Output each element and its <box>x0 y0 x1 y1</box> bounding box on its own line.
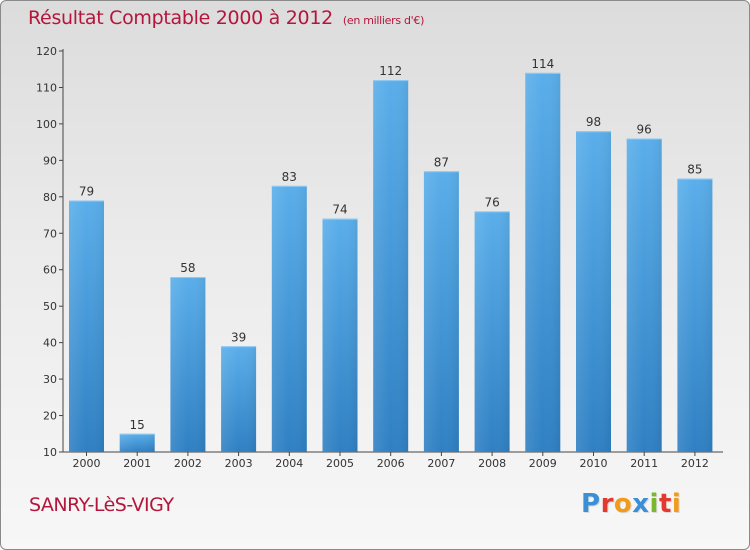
bar-shine <box>474 211 510 452</box>
logo-letter: i <box>671 489 682 519</box>
y-tick-label: 40 <box>43 337 57 350</box>
x-tick-label: 2001 <box>123 457 151 470</box>
bar-value-label: 85 <box>687 163 702 177</box>
bar-value-label: 87 <box>434 155 449 169</box>
bar-shine <box>677 178 713 452</box>
bar-shine <box>221 346 257 452</box>
logo-letter: x <box>632 489 650 519</box>
bar-shine <box>626 138 662 452</box>
x-tick-label: 2011 <box>630 457 658 470</box>
logo-letter: i <box>649 489 659 519</box>
chart-title: Résultat Comptable 2000 à 2012 (en millie… <box>28 7 424 29</box>
bar-shine <box>271 185 307 452</box>
logo-letter: r <box>600 489 614 519</box>
bar-value-label: 76 <box>484 195 499 209</box>
logo-letter: t <box>658 489 672 519</box>
y-tick-label: 60 <box>43 264 57 277</box>
y-tick-label: 50 <box>43 300 57 313</box>
bar-value-label: 83 <box>282 170 297 184</box>
y-tick-label: 80 <box>43 191 57 204</box>
bar-shine <box>119 433 155 452</box>
x-tick-label: 2007 <box>427 457 455 470</box>
bar-value-label: 98 <box>586 115 601 129</box>
x-tick-label: 2008 <box>478 457 506 470</box>
y-tick-label: 110 <box>36 81 57 94</box>
chart-subtitle: (en milliers d'€) <box>342 14 425 27</box>
bar-value-label: 39 <box>231 330 246 344</box>
x-tick-label: 2009 <box>529 457 557 470</box>
y-tick-label: 70 <box>43 227 57 240</box>
bar-shine <box>170 277 206 452</box>
bar-shine <box>525 72 561 452</box>
bar-value-label: 114 <box>531 57 554 71</box>
y-tick-label: 10 <box>43 446 57 459</box>
x-tick-label: 2004 <box>275 457 303 470</box>
bar-shine <box>373 80 409 452</box>
x-tick-label: 2003 <box>225 457 253 470</box>
logo-letter: P <box>581 489 601 519</box>
logo-letter: o <box>613 489 633 519</box>
bar-value-label: 58 <box>180 261 195 275</box>
y-tick-label: 100 <box>36 118 57 131</box>
x-tick-label: 2005 <box>326 457 354 470</box>
bar-shine <box>423 171 459 453</box>
bar-value-label: 112 <box>379 64 402 78</box>
bar-shine <box>576 131 611 452</box>
y-tick-label: 90 <box>43 154 57 167</box>
town-name: SANRY-LèS-VIGY <box>29 494 174 516</box>
chart-title-text: Résultat Comptable 2000 à 2012 <box>28 7 333 29</box>
x-tick-label: 2012 <box>681 457 709 470</box>
bar-value-label: 96 <box>637 122 652 136</box>
bar-value-label: 74 <box>332 203 347 217</box>
bar-shine <box>69 200 104 452</box>
bar-value-label: 79 <box>79 184 94 198</box>
y-tick-label: 120 <box>36 45 57 58</box>
bar-shine <box>322 218 358 452</box>
x-tick-label: 2002 <box>174 457 202 470</box>
y-tick-label: 30 <box>43 373 57 386</box>
y-tick-label: 20 <box>43 410 57 423</box>
x-tick-label: 2006 <box>377 457 405 470</box>
x-tick-label: 2010 <box>580 457 608 470</box>
proxiti-logo: Proxiti <box>581 489 681 519</box>
bar-value-label: 15 <box>130 418 145 432</box>
x-tick-label: 2000 <box>73 457 101 470</box>
